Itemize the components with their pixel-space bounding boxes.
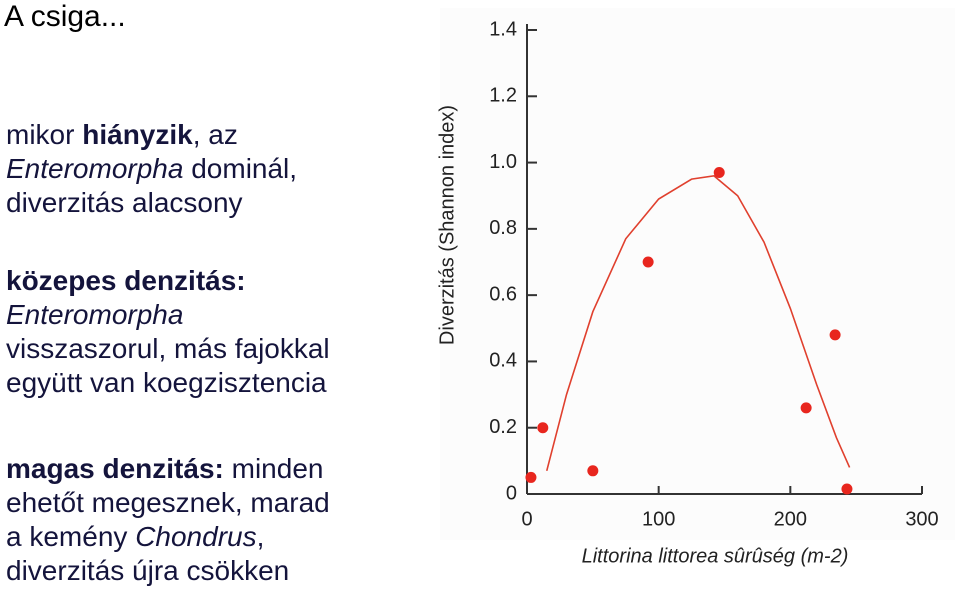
text: hiányzik	[82, 119, 193, 150]
y-tick-label: 0	[506, 482, 517, 504]
text: a kemény	[6, 521, 128, 552]
y-tick-label: 0.2	[489, 416, 517, 438]
text: ,	[256, 521, 265, 552]
slide-title: A csiga...	[4, 0, 126, 33]
text: , az	[192, 119, 238, 150]
y-tick-label: 1.4	[489, 18, 517, 40]
text: Enteromorpha	[6, 299, 184, 330]
data-point	[841, 483, 853, 495]
text: minden	[231, 453, 324, 484]
data-point	[537, 422, 549, 434]
paragraph: közepes denzitás: Enteromorpha visszaszo…	[6, 264, 330, 400]
x-tick-label: 100	[642, 508, 675, 530]
text: közepes denzitás:	[6, 265, 246, 296]
text: diverzitás újra csökken	[6, 555, 290, 586]
y-axis-label: Diverzitás (Shannon index)	[436, 105, 458, 345]
data-point	[525, 471, 537, 483]
text: visszaszorul, más fajokkal	[6, 333, 330, 364]
x-axis-label: Littorina littorea sûrûség (m-2)	[582, 545, 849, 567]
paragraph: mikor hiányzik, az Enteromorpha dominál,…	[6, 118, 297, 220]
y-tick-label: 0.6	[489, 283, 517, 305]
y-tick-label: 0.4	[489, 350, 517, 372]
text: diverzitás alacsony	[6, 187, 243, 218]
data-point	[587, 465, 599, 477]
text: Enteromorpha	[6, 153, 184, 184]
data-point	[713, 167, 725, 179]
text: Chondrus	[135, 521, 257, 552]
data-point	[642, 256, 654, 268]
fit-curve	[545, 174, 851, 472]
text: együtt van koegzisztencia	[6, 367, 327, 398]
y-tick-label: 0.8	[489, 217, 517, 239]
y-tick-label: 1.2	[489, 85, 517, 107]
x-tick-label: 0	[521, 508, 532, 530]
x-tick-label: 300	[905, 508, 938, 530]
chart-background	[440, 8, 955, 540]
text: ehetőt megesznek, marad	[6, 487, 330, 518]
paragraph: magas denzitás: minden ehetőt megesznek,…	[6, 452, 330, 588]
data-point	[800, 402, 812, 414]
text: magas denzitás:	[6, 453, 224, 484]
x-tick-label: 200	[774, 508, 807, 530]
text: dominál,	[191, 153, 298, 184]
data-point	[829, 329, 841, 341]
text: mikor	[6, 119, 75, 150]
y-tick-label: 1.0	[489, 151, 517, 173]
